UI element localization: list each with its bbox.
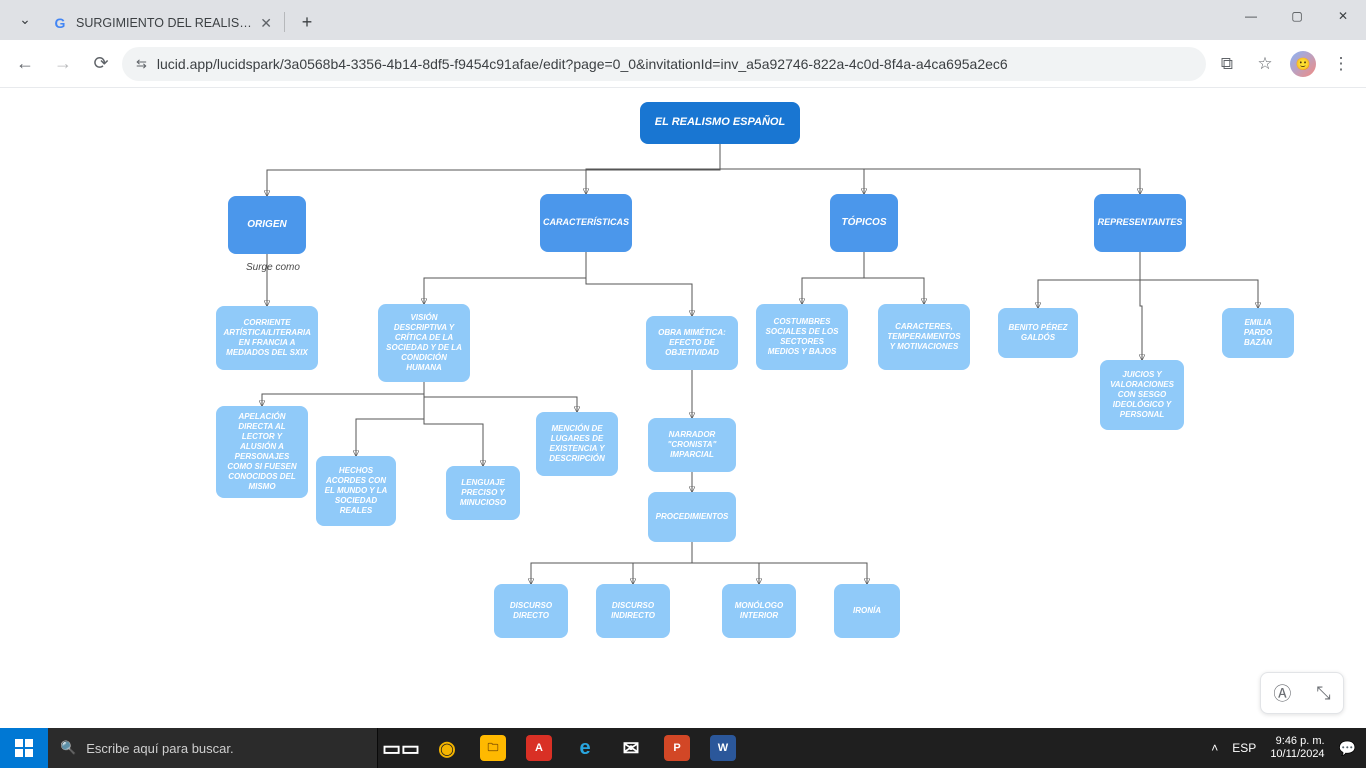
edge [633, 542, 692, 584]
start-button[interactable] [0, 728, 48, 768]
browser-titlebar: ⌄ ✱Diagramas de flujo: Lucidspark✕GSURGI… [0, 0, 1366, 40]
chrome-menu-icon[interactable]: ⋮ [1324, 47, 1358, 81]
taskbar-app-acrobat[interactable]: A [516, 728, 562, 768]
diagram-node-juicios[interactable]: JUICIOS Y VALORACIONES CON SESGO IDEOLÓG… [1100, 360, 1184, 430]
taskbar-search[interactable]: 🔍 Escribe aquí para buscar. [48, 728, 378, 768]
diagram-node-origen[interactable]: ORIGEN [228, 196, 306, 254]
site-info-icon[interactable]: ⇆ [136, 56, 147, 72]
diagram-node-caracteres[interactable]: CARACTERES, TEMPERAMENTOS Y MOTIVACIONES [878, 304, 970, 370]
edge [424, 252, 586, 304]
diagram-node-dd[interactable]: DISCURSO DIRECTO [494, 584, 568, 638]
edge-label: Surge como [246, 262, 300, 273]
search-icon: 🔍 [60, 740, 76, 756]
url-text: lucid.app/lucidspark/3a0568b4-3356-4b14-… [157, 56, 1192, 72]
minimize-button[interactable]: — [1228, 0, 1274, 32]
edge [720, 144, 1140, 194]
edge [424, 382, 483, 466]
diagram-node-root[interactable]: EL REALISMO ESPAÑOL [640, 102, 800, 144]
tab-close-icon[interactable]: ✕ [260, 15, 272, 32]
window-controls: — ▢ ✕ [1228, 0, 1366, 40]
diagram-node-mimetica[interactable]: OBRA MIMÉTICA: EFECTO DE OBJETIVIDAD [646, 316, 738, 370]
diagram-node-mencion[interactable]: MENCIÓN DE LUGARES DE EXISTENCIA Y DESCR… [536, 412, 618, 476]
reload-button[interactable]: ⟳ [84, 47, 118, 81]
edge [864, 252, 924, 304]
windows-logo-icon [15, 739, 33, 757]
close-window-button[interactable]: ✕ [1320, 0, 1366, 32]
diagram-node-apelacion[interactable]: APELACIÓN DIRECTA AL LECTOR Y ALUSIÓN A … [216, 406, 308, 498]
action-center-icon[interactable]: 💬 [1339, 740, 1356, 757]
powerpoint-icon: P [664, 735, 690, 761]
mail-icon: ✉ [618, 735, 644, 761]
edge [356, 382, 424, 456]
tab-separator [284, 12, 285, 32]
taskbar-app-mail[interactable]: ✉ [608, 728, 654, 768]
diagram-node-proced[interactable]: PROCEDIMIENTOS [648, 492, 736, 542]
diagram-node-ironia[interactable]: IRONÍA [834, 584, 900, 638]
browser-tab[interactable]: G SURGIMIENTO DEL REALISMO E ✕ [42, 6, 282, 40]
tab-title: SURGIMIENTO DEL REALISMO E [76, 16, 252, 30]
edge [802, 252, 864, 304]
tray-clock[interactable]: 9:46 p. m. 10/11/2024 [1270, 735, 1324, 760]
canvas-tools-panel: Ⓐ ⤡ [1260, 672, 1344, 714]
edge [267, 144, 720, 196]
word-icon: W [710, 735, 736, 761]
windows-taskbar: 🔍 Escribe aquí para buscar. ▭▭ ◉ 🗀 Ae ✉ PW ˄ … [0, 728, 1366, 768]
task-view-icon: ▭▭ [388, 735, 414, 761]
new-tab-button[interactable]: + [293, 8, 321, 36]
diagram-node-emilia[interactable]: EMILIA PARDO BAZÁN [1222, 308, 1294, 358]
system-tray: ˄ ESP 9:46 p. m. 10/11/2024 💬 [1201, 728, 1366, 768]
taskbar-app-explorer[interactable]: 🗀 [470, 728, 516, 768]
accessibility-icon[interactable]: Ⓐ [1273, 680, 1291, 706]
taskbar-app-chrome[interactable]: ◉ [424, 728, 470, 768]
diagram-node-corriente[interactable]: CORRIENTE ARTÍSTICA/LITERARIA EN FRANCIA… [216, 306, 318, 370]
diagram-node-di[interactable]: DISCURSO INDIRECTO [596, 584, 670, 638]
address-bar: ← → ⟳ ⇆ lucid.app/lucidspark/3a0568b4-33… [0, 40, 1366, 88]
diagram-node-lenguaje[interactable]: LENGUAJE PRECISO Y MINUCIOSO [446, 466, 520, 520]
edge [586, 144, 720, 194]
tray-language[interactable]: ESP [1232, 741, 1256, 755]
install-blocked-icon[interactable]: ⧉ [1210, 47, 1244, 81]
acrobat-icon: A [526, 735, 552, 761]
diagram-node-mono[interactable]: MONÓLOGO INTERIOR [722, 584, 796, 638]
tab-favicon: G [52, 15, 68, 31]
taskbar-apps: ▭▭ ◉ 🗀 Ae ✉ PW [378, 728, 746, 768]
exit-fullscreen-icon[interactable]: ⤡ [1316, 683, 1330, 704]
edge [424, 382, 577, 412]
back-button[interactable]: ← [8, 47, 42, 81]
forward-button[interactable]: → [46, 47, 80, 81]
explorer-icon: 🗀 [480, 735, 506, 761]
taskbar-app-edge[interactable]: e [562, 728, 608, 768]
diagram-node-benito[interactable]: BENITO PÉREZ GALDÓS [998, 308, 1078, 358]
tray-time: 9:46 p. m. [1270, 735, 1324, 748]
edge [586, 252, 692, 316]
diagram-node-hechos[interactable]: HECHOS ACORDES CON EL MUNDO Y LA SOCIEDA… [316, 456, 396, 526]
edge [692, 542, 867, 584]
tray-overflow-icon[interactable]: ˄ [1211, 741, 1218, 755]
taskbar-app-task-view[interactable]: ▭▭ [378, 728, 424, 768]
edge-icon: e [572, 735, 598, 761]
taskbar-app-word[interactable]: W [700, 728, 746, 768]
profile-avatar[interactable]: 🙂 [1286, 47, 1320, 81]
bookmark-icon[interactable]: ☆ [1248, 47, 1282, 81]
tab-search-button[interactable]: ⌄ [10, 4, 40, 34]
diagram-node-repres[interactable]: REPRESENTANTES [1094, 194, 1186, 252]
diagram-node-narrador[interactable]: NARRADOR "CRONISTA" IMPARCIAL [648, 418, 736, 472]
diagram-canvas[interactable]: EL REALISMO ESPAÑOL ORIGEN CARACTERÍSTICAS… [0, 88, 1366, 728]
taskbar-search-placeholder: Escribe aquí para buscar. [86, 741, 233, 756]
omnibox[interactable]: ⇆ lucid.app/lucidspark/3a0568b4-3356-4b1… [122, 47, 1206, 81]
edge [1038, 252, 1140, 308]
diagram-node-topicos[interactable]: TÓPICOS [830, 194, 898, 252]
edge [262, 382, 424, 406]
tray-date: 10/11/2024 [1270, 748, 1324, 761]
taskbar-app-powerpoint[interactable]: P [654, 728, 700, 768]
maximize-button[interactable]: ▢ [1274, 0, 1320, 32]
diagram-node-carac[interactable]: CARACTERÍSTICAS [540, 194, 632, 252]
edge [1140, 252, 1258, 308]
diagram-node-costumbres[interactable]: COSTUMBRES SOCIALES DE LOS SECTORES MEDI… [756, 304, 848, 370]
chrome-icon: ◉ [434, 735, 460, 761]
tab-strip: ⌄ ✱Diagramas de flujo: Lucidspark✕GSURGI… [0, 0, 1228, 40]
diagram-node-vision[interactable]: VISIÓN DESCRIPTIVA Y CRÍTICA DE LA SOCIE… [378, 304, 470, 382]
